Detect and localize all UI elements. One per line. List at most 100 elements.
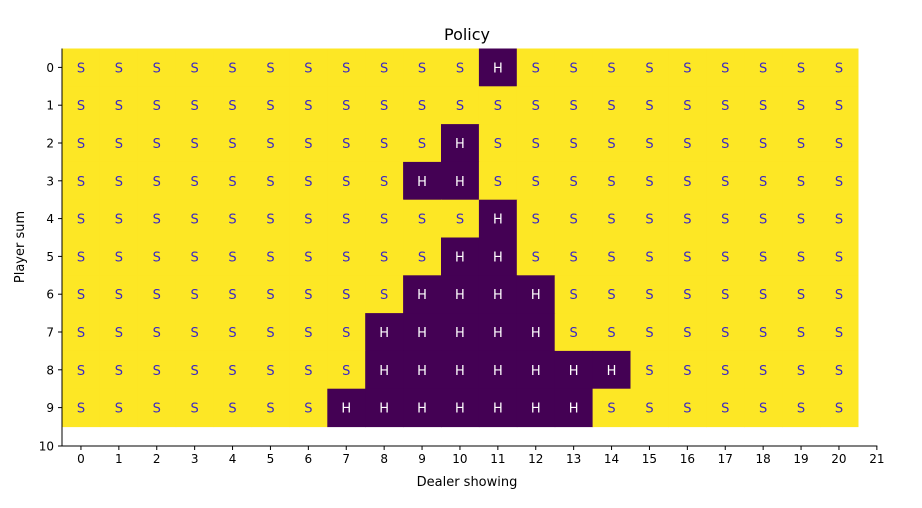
cell-r9-c5 [251,388,290,428]
cell-r4-c7 [327,199,366,239]
cell-label-r1-c16: S [683,99,691,114]
cell-r3-c9 [403,161,442,201]
cell-label-r7-c19: S [797,326,805,341]
cell-label-r6-c10: H [455,288,465,303]
x-tick-label-19: 19 [793,452,808,466]
cell-r1-c6 [289,86,328,125]
cell-r2-c12 [516,124,556,163]
cell-r2-c6 [289,124,328,163]
cell-r6-c16 [668,275,707,314]
x-tick-label-16: 16 [680,452,695,466]
cell-label-r1-c13: S [570,99,578,114]
cell-r1-c14 [592,86,632,125]
cell-label-r1-c3: S [191,99,199,114]
cell-label-r1-c10: S [456,99,464,114]
cell-label-r5-c2: S [153,250,161,265]
cell-label-r6-c17: S [721,288,729,303]
cell-label-r2-c5: S [266,137,274,152]
cell-label-r6-c18: S [759,288,767,303]
cell-label-r6-c2: S [153,288,161,303]
cell-r4-c0 [62,199,101,239]
cell-r8-c19 [782,350,821,390]
y-tick-label-9: 9 [46,401,54,415]
x-tick-label-9: 9 [418,452,426,466]
cell-r0-c11 [478,48,518,87]
cell-r5-c3 [175,237,215,276]
cell-label-r9-c10: H [455,402,465,417]
cell-r9-c1 [99,388,139,428]
cell-r7-c1 [99,313,139,352]
cell-r0-c12 [516,48,556,87]
cell-label-r0-c16: S [683,61,691,76]
cell-label-r4-c17: S [721,213,729,228]
cell-label-r1-c4: S [228,99,236,114]
cell-label-r5-c20: S [835,250,843,265]
cell-label-r4-c1: S [115,213,123,228]
cell-label-r4-c11: H [493,213,503,228]
x-tick-label-7: 7 [342,452,350,466]
cell-r4-c18 [744,199,783,239]
cell-r7-c12 [516,313,556,352]
cell-r1-c20 [820,86,859,125]
cell-label-r4-c16: S [683,213,691,228]
cell-r3-c4 [213,161,253,201]
cell-r2-c3 [175,124,215,163]
cell-r8-c2 [137,350,177,390]
cell-r9-c12 [516,388,556,428]
cell-label-r5-c13: S [570,250,578,265]
y-axis-label: Player sum [13,211,28,283]
cell-r1-c10 [441,86,480,125]
cell-r0-c10 [441,48,480,87]
cell-label-r5-c16: S [683,250,691,265]
cell-label-r1-c7: S [342,99,350,114]
cell-r3-c12 [516,161,556,201]
cell-r5-c11 [478,237,518,276]
cell-label-r3-c4: S [228,175,236,190]
cell-label-r8-c17: S [721,364,729,379]
cell-r4-c15 [630,199,669,239]
cell-r2-c5 [251,124,290,163]
cell-label-r2-c7: S [342,137,350,152]
cell-label-r4-c4: S [228,213,236,228]
cell-label-r5-c5: S [266,250,274,265]
cell-label-r3-c3: S [191,175,199,190]
cell-label-r0-c6: S [304,61,312,76]
cell-r8-c15 [630,350,669,390]
cell-r1-c0 [62,86,101,125]
cell-r8-c9 [403,350,442,390]
cell-r5-c20 [820,237,859,276]
cell-r2-c1 [99,124,139,163]
cell-label-r0-c2: S [153,61,161,76]
cell-r3-c8 [365,161,404,201]
cell-label-r0-c15: S [645,61,653,76]
cell-label-r3-c11: S [494,175,502,190]
cell-label-r6-c13: S [570,288,578,303]
x-tick-label-13: 13 [566,452,581,466]
cell-label-r8-c18: S [759,364,767,379]
cell-label-r2-c8: S [380,137,388,152]
cell-label-r5-c8: S [380,250,388,265]
cell-label-r0-c10: S [456,61,464,76]
cell-r1-c15 [630,86,669,125]
cell-r5-c15 [630,237,669,276]
cell-label-r5-c18: S [759,250,767,265]
cell-label-r7-c6: S [304,326,312,341]
x-tick-label-15: 15 [642,452,657,466]
cell-label-r1-c14: S [607,99,615,114]
cell-r9-c8 [365,388,404,428]
cell-r5-c19 [782,237,821,276]
cell-label-r2-c13: S [570,137,578,152]
cell-r7-c8 [365,313,404,352]
cell-label-r8-c8: H [379,364,389,379]
x-tick-label-20: 20 [831,452,846,466]
cell-r0-c16 [668,48,707,87]
cell-label-r2-c4: S [228,137,236,152]
cell-r1-c18 [744,86,783,125]
cell-label-r9-c18: S [759,402,767,417]
cell-r3-c20 [820,161,859,201]
cell-label-r5-c4: S [228,250,236,265]
cell-label-r9-c9: H [417,402,427,417]
cell-label-r7-c11: H [493,326,503,341]
y-tick-label-6: 6 [46,288,54,302]
